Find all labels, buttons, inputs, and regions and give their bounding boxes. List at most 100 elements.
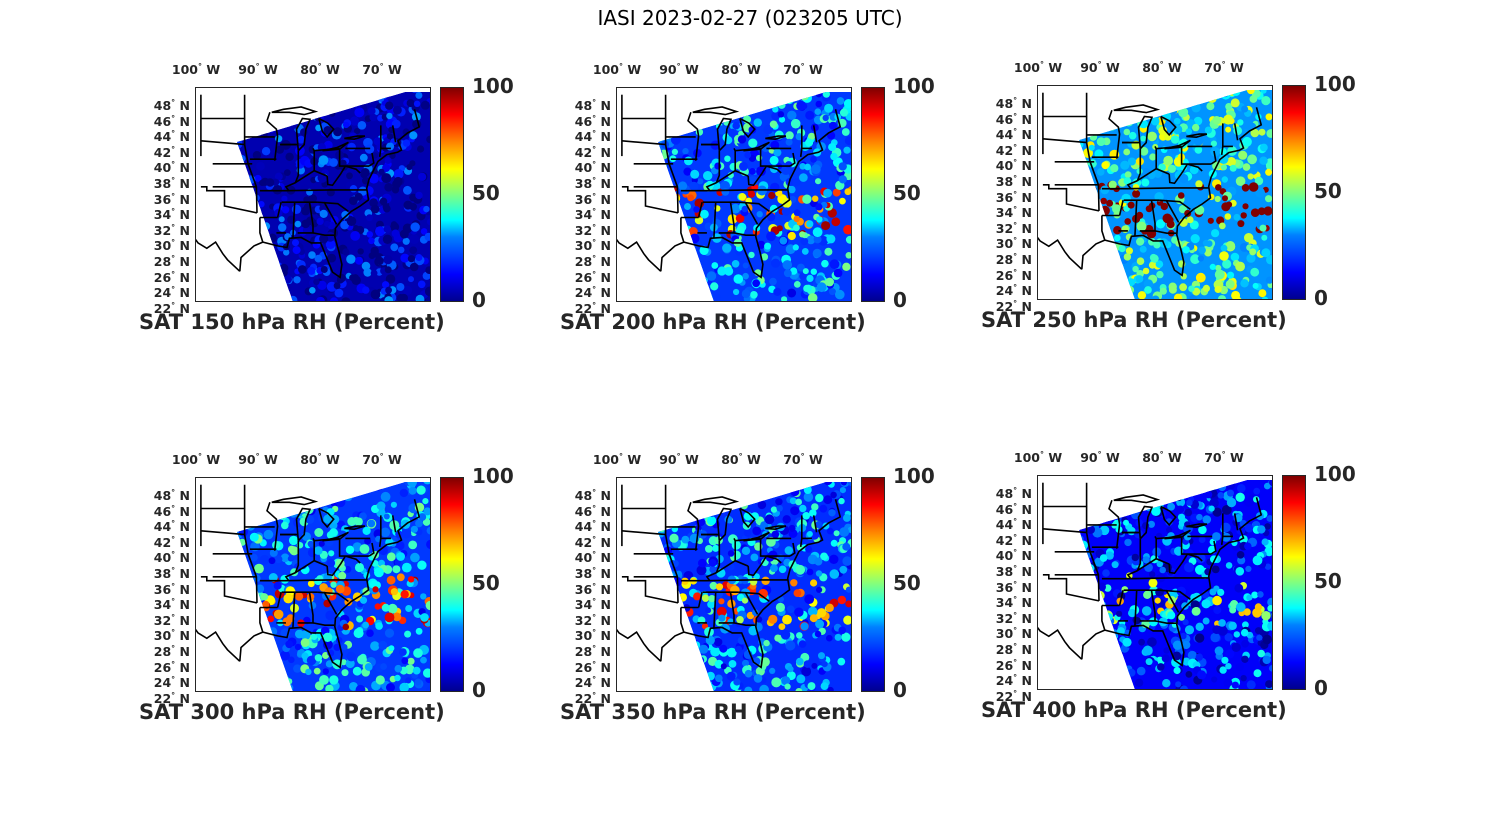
rh-observation (1265, 195, 1273, 203)
rh-observation (375, 256, 384, 266)
rh-observation (680, 669, 690, 680)
rh-observation (1124, 218, 1131, 225)
rh-observation (342, 623, 350, 631)
panel-title: SAT 250 hPa RH (Percent) (981, 308, 1287, 332)
rh-observation (1153, 241, 1161, 249)
rh-observation (760, 485, 769, 494)
rh-observation (1087, 185, 1097, 194)
rh-observation (1123, 148, 1131, 156)
rh-observation (309, 482, 320, 490)
state-boundary (1136, 538, 1142, 572)
great-lake-outline (1113, 494, 1161, 504)
rh-observation (1180, 164, 1187, 171)
rh-observation (815, 100, 823, 108)
rh-observation (1109, 641, 1118, 650)
rh-observation (1209, 498, 1219, 508)
rh-observation (273, 581, 282, 590)
rh-observation (1241, 184, 1250, 192)
rh-observation (810, 579, 818, 587)
rh-observation (268, 557, 276, 565)
rh-observation (823, 495, 833, 505)
rh-observation (805, 92, 812, 95)
rh-observation (1194, 481, 1205, 491)
state-boundary (312, 622, 335, 626)
rh-observation (766, 212, 776, 222)
rh-observation (1149, 153, 1157, 161)
great-lake-outline (1137, 115, 1154, 150)
rh-observation (425, 266, 431, 275)
rh-observation (271, 675, 280, 684)
state-boundary (1126, 167, 1170, 190)
rh-observation (348, 93, 355, 101)
rh-observation (1095, 638, 1104, 647)
rh-observation (1264, 482, 1271, 490)
rh-observation (658, 583, 663, 593)
rh-observation (769, 667, 776, 674)
rh-observation (343, 121, 350, 129)
rh-observation (753, 490, 763, 500)
rh-observation (801, 103, 808, 110)
rh-observation (246, 92, 256, 100)
lon-tick-label: 70° W (783, 452, 823, 468)
rh-observation (775, 498, 783, 506)
rh-observation (1104, 613, 1113, 621)
rh-observation (1207, 217, 1214, 224)
rh-observation (742, 262, 749, 269)
great-lake-outline (765, 135, 787, 141)
rh-observation (254, 563, 264, 574)
state-boundary (747, 555, 768, 577)
rh-observation (1167, 480, 1175, 486)
rh-observation (267, 233, 277, 243)
lon-tick-label: 80° W (1142, 60, 1182, 76)
rh-observation (1239, 535, 1248, 544)
rh-observation (1163, 647, 1170, 654)
rh-observation (314, 528, 324, 537)
rh-observation (667, 632, 677, 642)
rh-observation (306, 655, 317, 666)
rh-observation (254, 174, 262, 182)
rh-observation (833, 530, 840, 537)
lon-tick-label: 100° W (1013, 450, 1063, 466)
rh-observation (731, 485, 740, 494)
rh-observation (327, 253, 337, 263)
rh-observation (1090, 193, 1099, 202)
rh-observation (1160, 202, 1168, 211)
lat-tick-label: 28° N (995, 252, 1032, 268)
rh-observation (391, 119, 401, 129)
rh-observation (838, 497, 845, 505)
rh-observation (672, 111, 679, 119)
rh-observation (407, 576, 415, 583)
rh-observation (1226, 271, 1235, 279)
colorbar (861, 87, 885, 302)
rh-observation (670, 120, 678, 128)
rh-observation (768, 191, 776, 200)
rh-observation (262, 222, 271, 231)
rh-observation (406, 99, 415, 108)
state-boundary (664, 94, 679, 213)
rh-observation (1195, 553, 1206, 564)
rh-observation (742, 659, 749, 667)
lon-tick-label: 100° W (592, 452, 642, 468)
state-boundary (243, 484, 258, 603)
rh-observation (1141, 178, 1150, 187)
rh-observation (1235, 567, 1245, 576)
rh-observation (313, 667, 321, 675)
rh-observation (257, 289, 265, 297)
rh-observation (666, 613, 676, 622)
coastline (239, 109, 421, 279)
rh-observation (288, 508, 298, 518)
rh-observation (1227, 146, 1237, 156)
rh-observation (1173, 666, 1181, 675)
lon-tick-label: 90° W (1080, 450, 1120, 466)
rh-observation (663, 484, 670, 492)
rh-observation (349, 185, 358, 193)
rh-observation (843, 224, 852, 235)
state-boundary (1134, 590, 1138, 627)
rh-observation (318, 540, 325, 547)
map-panel: 100° W 90° W 80° W 70° W 48° N 46° N 44° N 42° … (981, 60, 1356, 350)
rh-observation (1157, 663, 1165, 671)
rh-observation (677, 264, 686, 273)
rh-observation (766, 231, 776, 242)
rh-observation (251, 116, 258, 124)
rh-observation (237, 567, 239, 576)
